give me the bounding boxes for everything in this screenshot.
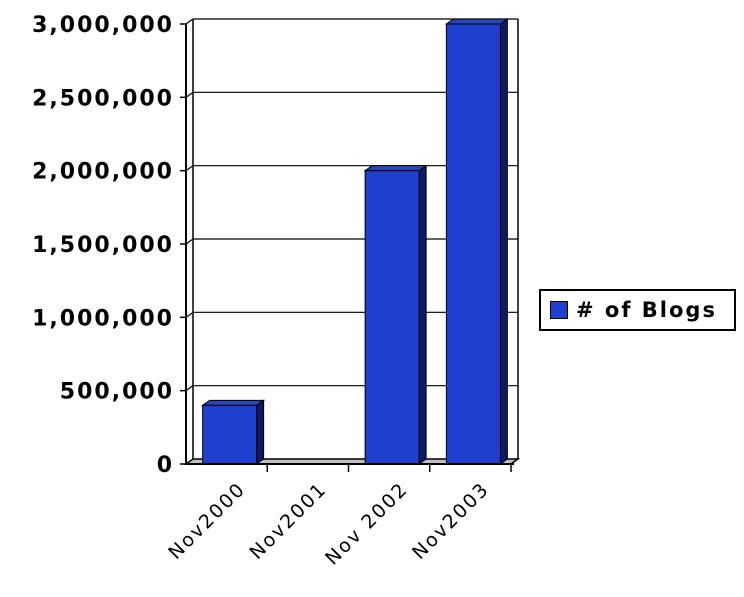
bar-top [444,18,509,25]
x-tick-label: Nov 2002 [321,478,413,570]
y-tick-label: 2,500,000 [32,86,174,111]
gridline-depth [185,165,194,172]
axes [180,19,519,472]
y-tick-label: 0 [157,453,174,478]
bar-side [256,399,265,465]
bar-side [499,18,508,465]
legend-label: # of Blogs [576,298,717,322]
bar [445,23,501,465]
bar-top [201,399,266,406]
y-tick-label: 500,000 [60,380,174,405]
legend-swatch [550,301,568,319]
gridline-depth [185,18,194,25]
x-tick-label: Nov2000 [164,478,250,564]
y-tick-labels: 0 500,000 1,000,000 1,500,000 2,000,000 2,500… [32,13,174,478]
gridline-depth [185,91,194,98]
y-tick-label: 1,000,000 [32,306,174,331]
bar [202,404,258,465]
gridline-depth [185,385,194,392]
gridline-depth [185,311,194,318]
x-tick-label: Nov2001 [246,478,332,564]
y-tick-label: 2,000,000 [32,160,174,185]
bar-side [418,164,427,465]
bars [201,18,509,465]
legend: # of Blogs [539,289,736,331]
bar-top [363,165,428,172]
y-tick-label: 1,500,000 [32,233,174,258]
x-tick-label: Nov2003 [408,478,494,564]
gridline-depth [185,238,194,245]
y-tick-label: 3,000,000 [32,13,174,38]
bar [364,170,420,465]
